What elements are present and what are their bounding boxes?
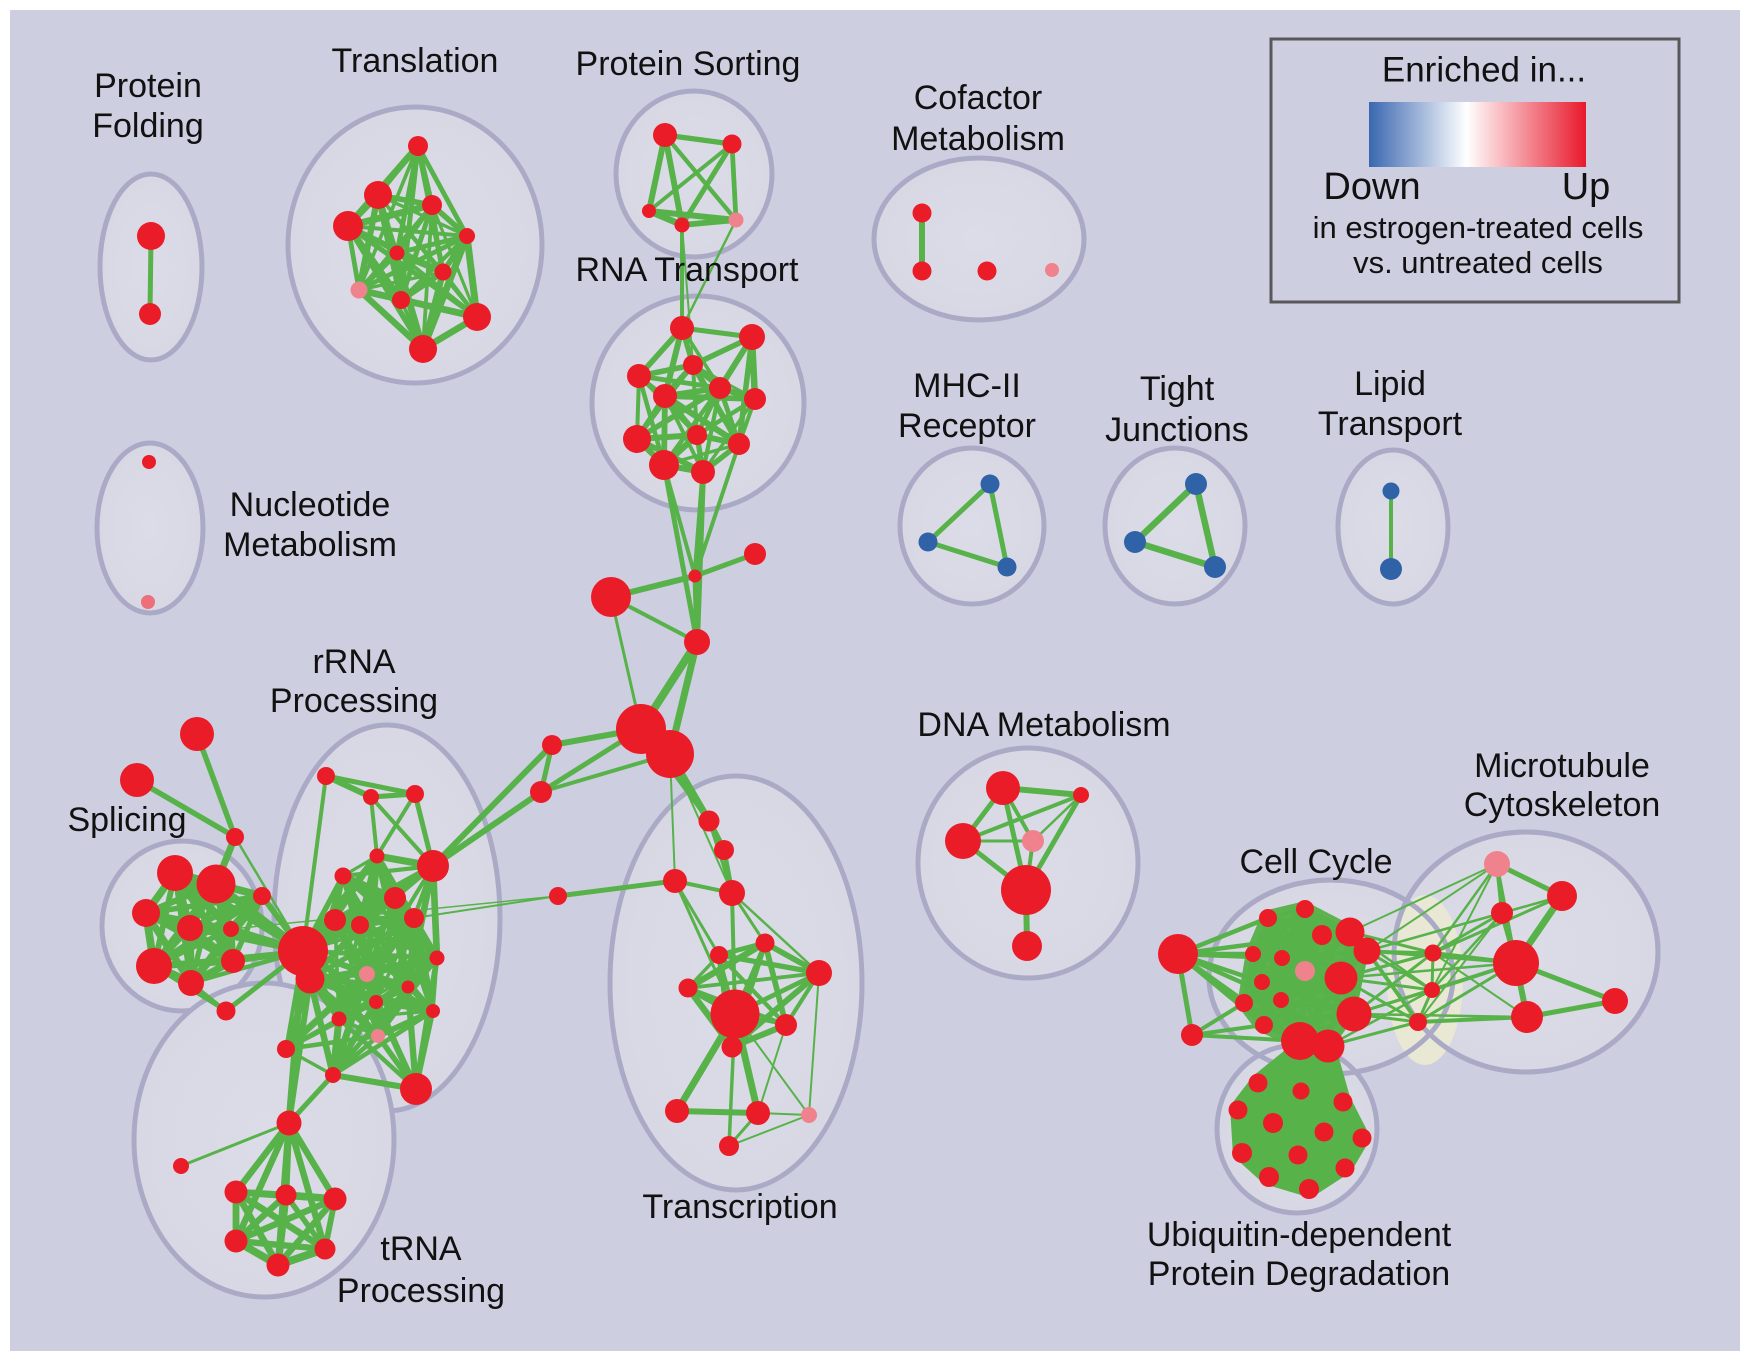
- svg-text:Folding: Folding: [92, 107, 204, 145]
- svg-text:Protein Sorting: Protein Sorting: [576, 45, 801, 83]
- svg-text:Microtubule: Microtubule: [1474, 747, 1650, 785]
- svg-text:Ubiquitin-dependent: Ubiquitin-dependent: [1147, 1216, 1452, 1254]
- svg-text:DNA Metabolism: DNA Metabolism: [917, 706, 1170, 744]
- svg-text:Transcription: Transcription: [642, 1188, 837, 1226]
- svg-text:Protein: Protein: [94, 67, 202, 105]
- svg-text:in estrogen-treated cells: in estrogen-treated cells: [1313, 210, 1644, 245]
- svg-text:Translation: Translation: [332, 42, 499, 80]
- svg-text:rRNA: rRNA: [312, 643, 395, 681]
- svg-text:Receptor: Receptor: [898, 407, 1036, 445]
- svg-text:RNA Transport: RNA Transport: [576, 251, 800, 289]
- svg-text:Transport: Transport: [1318, 405, 1463, 443]
- svg-text:Protein Degradation: Protein Degradation: [1148, 1255, 1450, 1293]
- svg-text:Tight: Tight: [1140, 370, 1215, 408]
- svg-text:tRNA: tRNA: [380, 1230, 462, 1268]
- svg-text:Metabolism: Metabolism: [891, 120, 1065, 158]
- svg-text:Cell Cycle: Cell Cycle: [1239, 843, 1392, 881]
- svg-text:vs. untreated cells: vs. untreated cells: [1353, 245, 1603, 280]
- svg-text:Junctions: Junctions: [1105, 411, 1249, 449]
- svg-text:Metabolism: Metabolism: [223, 526, 397, 564]
- svg-text:Down: Down: [1323, 166, 1420, 208]
- svg-text:Splicing: Splicing: [67, 801, 186, 839]
- svg-text:MHC-II: MHC-II: [913, 367, 1021, 405]
- svg-text:Up: Up: [1562, 166, 1611, 208]
- svg-text:Processing: Processing: [337, 1272, 505, 1310]
- svg-text:Lipid: Lipid: [1354, 365, 1426, 403]
- svg-text:Processing: Processing: [270, 682, 438, 720]
- svg-text:Enriched in...: Enriched in...: [1382, 50, 1586, 89]
- svg-text:Cofactor: Cofactor: [914, 79, 1043, 117]
- svg-text:Cytoskeleton: Cytoskeleton: [1464, 786, 1661, 824]
- svg-text:Nucleotide: Nucleotide: [230, 486, 391, 524]
